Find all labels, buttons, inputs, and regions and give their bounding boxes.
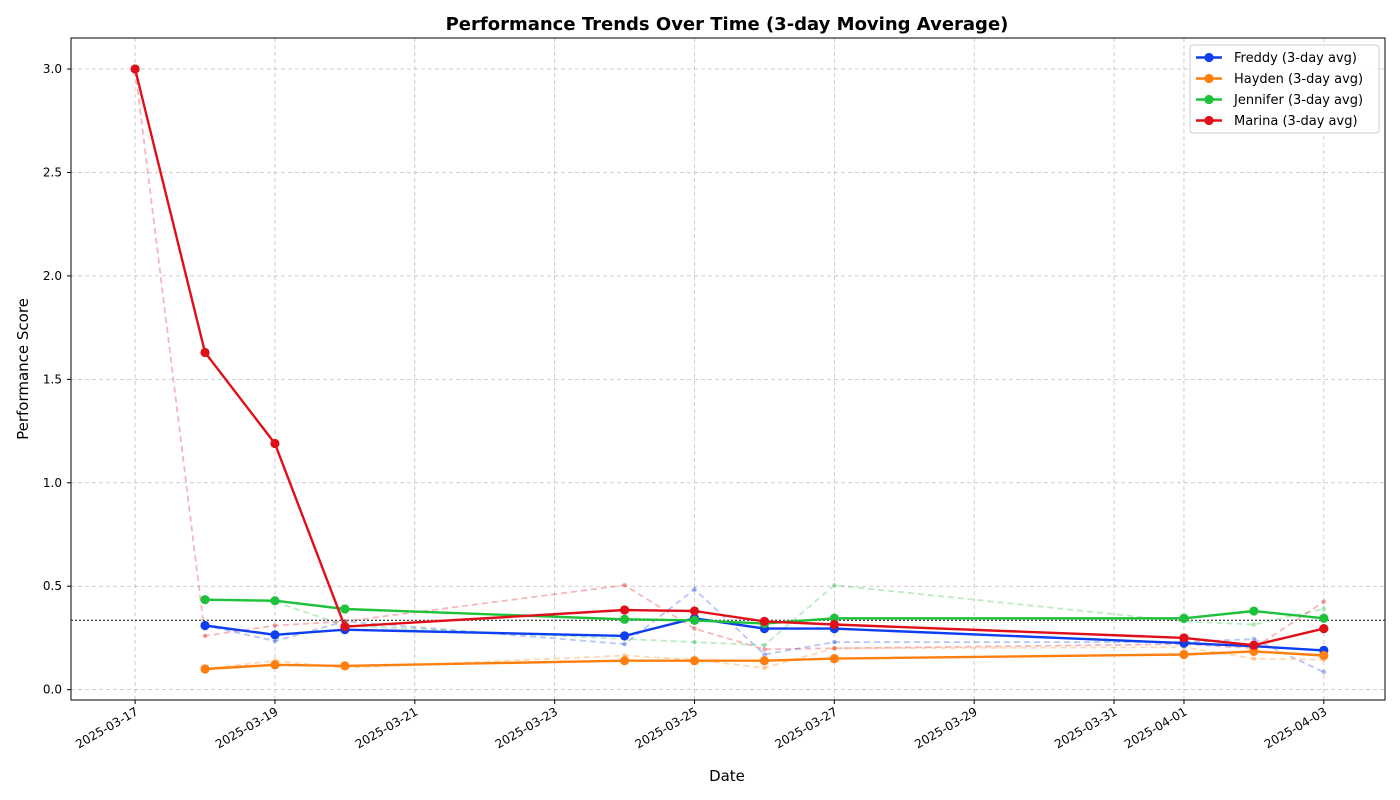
legend-label: Jennifer (3-day avg) [1233, 93, 1363, 108]
avg-point-hayden [200, 664, 210, 674]
legend-label: Freddy (3-day avg) [1234, 51, 1357, 66]
avg-point-hayden [759, 656, 770, 666]
legend-item-freddy[interactable]: Freddy (3-day avg) [1196, 51, 1357, 66]
legend-item-hayden[interactable]: Hayden (3-day avg) [1196, 72, 1363, 87]
avg-line-hayden [204, 650, 1324, 671]
legend-label: Marina (3-day avg) [1234, 114, 1358, 129]
raw-point-jennifer [832, 582, 837, 588]
raw-point-marina [272, 623, 278, 628]
chart-title: Performance Trends Over Time (3-day Movi… [446, 14, 1009, 35]
avg-point-marina [130, 64, 140, 74]
y-ticks: 0.0 0.5 1.0 1.5 2.0 2.5 3.0 [43, 62, 71, 697]
raw-point-freddy [692, 587, 697, 592]
avg-point-jennifer [619, 614, 630, 624]
raw-point-marina [762, 647, 767, 652]
raw-point-jennifer [692, 639, 697, 645]
avg-point-marina [1249, 640, 1259, 650]
raw-point-hayden [832, 645, 837, 651]
raw-point-marina [622, 582, 627, 588]
y-tick-label: 3.0 [43, 62, 62, 76]
x-axis-label: Date [709, 767, 745, 785]
raw-point-marina [1321, 599, 1327, 605]
raw-point-jennifer [762, 642, 767, 648]
y-tick-label: 2.0 [43, 269, 62, 283]
avg-point-jennifer [689, 615, 700, 625]
avg-point-jennifer [1249, 606, 1259, 616]
avg-point-hayden [270, 660, 280, 670]
avg-point-marina [1179, 633, 1189, 643]
avg-point-marina [340, 621, 350, 632]
raw-point-freddy [832, 639, 837, 645]
avg-point-freddy [270, 630, 280, 640]
avg-point-marina [619, 605, 630, 615]
avg-point-marina [1319, 624, 1329, 634]
avg-point-marina [759, 616, 770, 626]
grid [71, 38, 1385, 700]
avg-line-jennifer [204, 598, 1324, 625]
raw-line-marina [134, 68, 1325, 651]
raw-point-hayden [762, 665, 767, 671]
avg-point-hayden [1179, 649, 1189, 660]
raw-point-hayden [1251, 656, 1257, 661]
raw-line-jennifer [204, 584, 1324, 647]
raw-point-marina [202, 633, 208, 639]
y-tick-label: 1.0 [43, 476, 62, 490]
legend-label: Hayden (3-day avg) [1234, 72, 1363, 87]
legend-item-marina[interactable]: Marina (3-day avg) [1196, 114, 1358, 129]
avg-point-jennifer [340, 604, 350, 614]
avg-point-marina [829, 619, 839, 630]
avg-point-jennifer [200, 595, 210, 605]
y-tick-label: 0.0 [43, 683, 62, 697]
avg-point-marina [270, 438, 280, 449]
raw-point-freddy [1321, 669, 1327, 675]
raw-point-freddy [1251, 636, 1257, 642]
legend-box [1189, 44, 1380, 134]
avg-point-hayden [340, 661, 350, 671]
avg-point-freddy [619, 631, 630, 641]
raw-point-marina [692, 626, 697, 631]
y-tick-label: 0.5 [43, 579, 62, 593]
raw-point-freddy [762, 652, 767, 657]
plot-frame [70, 37, 1386, 701]
avg-line-freddy [204, 617, 1324, 652]
avg-series [130, 64, 1329, 674]
avg-point-jennifer [270, 596, 280, 606]
avg-point-hayden [1319, 650, 1329, 661]
avg-point-hayden [829, 654, 839, 664]
avg-point-jennifer [1179, 613, 1189, 623]
raw-point-marina [832, 645, 837, 651]
avg-point-jennifer [1319, 613, 1329, 623]
avg-point-hayden [619, 656, 630, 666]
raw-point-freddy [272, 638, 278, 644]
legend-swatch-marker [1204, 94, 1214, 105]
legend-swatch-marker [1204, 115, 1214, 126]
raw-point-jennifer [1251, 622, 1257, 627]
legend-item-jennifer[interactable]: Jennifer (3-day avg) [1196, 93, 1363, 108]
avg-point-freddy [200, 620, 210, 631]
raw-point-freddy [622, 641, 627, 647]
avg-point-marina [200, 347, 210, 358]
avg-point-marina [689, 606, 700, 616]
avg-point-hayden [689, 656, 700, 666]
legend-swatch-marker [1204, 73, 1214, 84]
legend[interactable]: Freddy (3-day avg) Hayden (3-day avg) Jenn… [1189, 44, 1380, 134]
raw-point-jennifer [1321, 606, 1327, 612]
legend-swatch-marker [1204, 52, 1214, 63]
y-tick-label: 2.5 [43, 165, 62, 179]
y-tick-label: 1.5 [43, 372, 62, 386]
y-axis-label: Performance Score [14, 298, 32, 440]
